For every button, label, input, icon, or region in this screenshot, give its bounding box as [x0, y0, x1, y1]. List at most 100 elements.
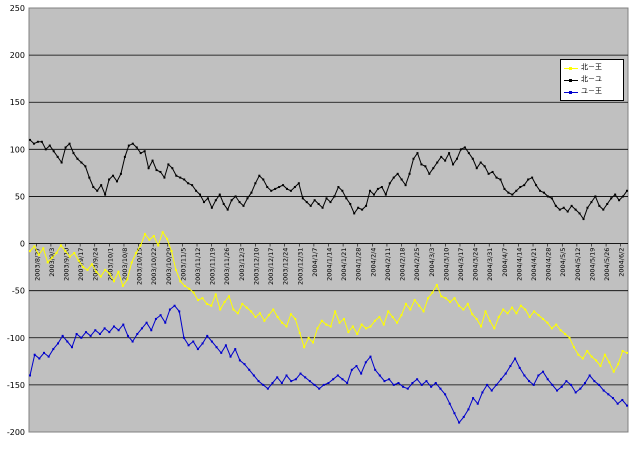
data-point-series-2 [487, 172, 490, 175]
data-point-series-1 [325, 323, 328, 326]
data-point-series-3 [570, 383, 573, 386]
data-point-series-3 [532, 383, 535, 386]
data-point-series-2 [452, 163, 455, 166]
x-tick-label: 2004/5/12 [574, 248, 582, 281]
data-point-series-1 [179, 280, 182, 283]
data-point-series-2 [143, 150, 146, 153]
data-point-series-2 [428, 172, 431, 175]
data-point-series-1 [493, 327, 496, 330]
data-point-series-2 [531, 176, 534, 179]
data-point-series-2 [171, 167, 174, 170]
data-point-series-1 [152, 235, 155, 238]
data-point-series-3 [593, 380, 596, 383]
data-point-series-3 [514, 357, 517, 360]
data-point-series-2 [84, 165, 87, 168]
data-point-series-3 [612, 397, 615, 400]
data-point-series-3 [187, 344, 190, 347]
data-point-series-2 [155, 169, 158, 172]
data-point-series-2 [115, 180, 118, 183]
data-point-series-1 [550, 327, 553, 330]
data-point-series-3 [313, 383, 316, 386]
data-point-series-1 [166, 237, 169, 240]
x-tick-label: 2003/9/10 [63, 248, 71, 281]
data-point-series-2 [357, 206, 360, 209]
data-point-series-2 [92, 186, 95, 189]
data-point-series-1 [316, 327, 319, 330]
data-point-series-2 [266, 186, 269, 189]
data-point-series-3 [117, 329, 120, 332]
x-tick-label: 2004/4/7 [501, 248, 509, 277]
data-point-series-1 [546, 321, 549, 324]
data-point-series-1 [519, 304, 522, 307]
data-point-series-1 [161, 231, 164, 234]
x-tick-label: 2003/12/24 [282, 248, 290, 285]
data-point-series-2 [305, 201, 308, 204]
data-point-series-2 [622, 195, 625, 198]
data-point-series-2 [369, 189, 372, 192]
data-point-series-1 [334, 310, 337, 313]
data-point-series-2 [60, 161, 63, 164]
data-point-series-1 [356, 333, 359, 336]
data-point-series-2 [246, 197, 249, 200]
data-point-series-2 [222, 202, 225, 205]
data-point-series-2 [372, 193, 375, 196]
legend-swatch-series-1 [564, 66, 578, 70]
data-point-series-1 [90, 263, 93, 266]
data-point-series-3 [448, 402, 451, 405]
data-point-series-3 [145, 321, 148, 324]
data-point-series-2 [214, 199, 217, 202]
data-point-series-3 [266, 387, 269, 390]
data-point-series-2 [270, 189, 273, 192]
data-point-series-2 [523, 184, 526, 187]
data-point-series-3 [322, 383, 325, 386]
data-point-series-1 [37, 253, 40, 256]
data-point-series-3 [238, 359, 241, 362]
x-tick-label: 2004/1/28 [355, 248, 363, 281]
data-point-series-1 [626, 351, 628, 354]
x-tick-label: 2004/3/31 [486, 248, 494, 281]
data-point-series-1 [307, 336, 310, 339]
data-point-series-3 [476, 402, 479, 405]
y-tick-label: 0 [20, 240, 25, 249]
data-point-series-2 [614, 193, 617, 196]
data-point-series-2 [40, 140, 43, 143]
data-point-series-2 [582, 218, 585, 221]
data-point-series-3 [192, 340, 195, 343]
data-point-series-3 [80, 336, 83, 339]
data-point-series-1 [515, 312, 518, 315]
x-tick-label: 2004/3/17 [457, 248, 465, 281]
data-point-series-1 [422, 310, 425, 313]
data-point-series-2 [301, 197, 304, 200]
data-point-series-3 [374, 368, 377, 371]
x-tick-label: 2004/2/18 [399, 248, 407, 281]
data-point-series-2 [206, 197, 209, 200]
data-point-series-1 [68, 255, 71, 258]
data-point-series-1 [608, 361, 611, 364]
data-point-series-2 [48, 144, 51, 147]
data-point-series-2 [562, 206, 565, 209]
data-point-series-2 [127, 144, 130, 147]
data-point-series-2 [420, 163, 423, 166]
data-point-series-2 [32, 142, 35, 145]
data-point-series-3 [360, 372, 363, 375]
data-point-series-3 [98, 333, 101, 336]
data-point-series-1 [351, 325, 354, 328]
data-point-series-2 [289, 189, 292, 192]
data-point-series-3 [131, 340, 134, 343]
data-point-series-2 [238, 201, 241, 204]
data-point-series-1 [409, 308, 412, 311]
data-point-series-2 [353, 212, 356, 215]
x-tick-label: 2003/9/24 [92, 248, 100, 281]
data-point-series-2 [309, 204, 312, 207]
data-point-series-3 [47, 355, 50, 358]
data-point-series-2 [199, 193, 202, 196]
data-point-series-3 [495, 383, 498, 386]
data-point-series-3 [406, 387, 409, 390]
data-point-series-2 [412, 157, 415, 160]
data-point-series-1 [506, 312, 509, 315]
data-point-series-3 [350, 368, 353, 371]
data-point-series-2 [202, 201, 205, 204]
data-point-series-3 [388, 378, 391, 381]
x-tick-label: 2004/5/19 [588, 248, 596, 281]
x-tick-label: 2004/3/3 [428, 248, 436, 277]
